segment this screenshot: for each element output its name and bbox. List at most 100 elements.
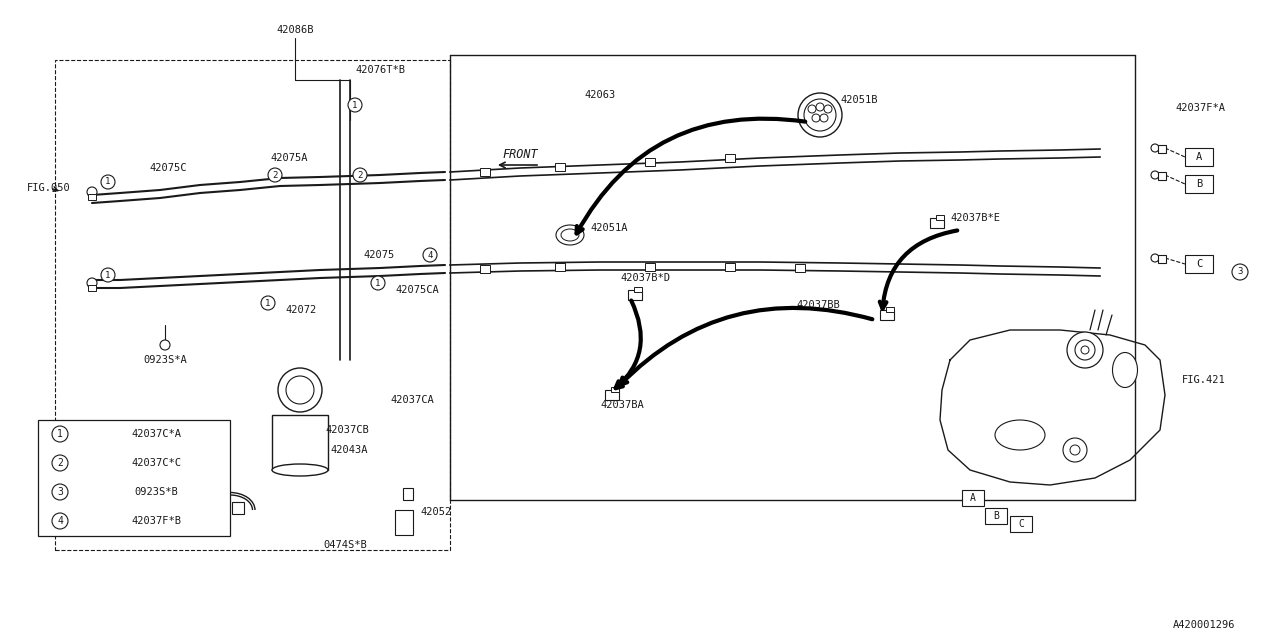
Bar bbox=[215, 502, 227, 514]
Text: A: A bbox=[1196, 152, 1202, 162]
Text: C: C bbox=[1018, 519, 1024, 529]
Text: 3: 3 bbox=[1238, 268, 1243, 276]
Text: 0923S*B: 0923S*B bbox=[134, 487, 178, 497]
Circle shape bbox=[160, 340, 170, 350]
Bar bbox=[795, 264, 805, 272]
Text: 2: 2 bbox=[357, 170, 362, 179]
Text: FIG.050: FIG.050 bbox=[27, 183, 70, 193]
Bar bbox=[1158, 145, 1166, 153]
Circle shape bbox=[1151, 144, 1158, 152]
Bar bbox=[986, 508, 1007, 524]
Circle shape bbox=[812, 114, 820, 122]
Bar bbox=[886, 307, 893, 312]
Text: 1: 1 bbox=[105, 177, 110, 186]
Text: 42051B: 42051B bbox=[840, 95, 878, 105]
Text: 2: 2 bbox=[273, 170, 278, 179]
Bar bbox=[273, 415, 328, 470]
Circle shape bbox=[285, 376, 314, 404]
Circle shape bbox=[353, 168, 367, 182]
Bar bbox=[556, 263, 564, 271]
Bar bbox=[480, 265, 490, 273]
Circle shape bbox=[804, 99, 836, 131]
Bar bbox=[963, 490, 984, 506]
Circle shape bbox=[52, 426, 68, 442]
Text: B: B bbox=[993, 511, 998, 521]
Circle shape bbox=[87, 278, 97, 288]
Ellipse shape bbox=[1112, 353, 1138, 387]
Bar bbox=[628, 290, 643, 300]
Text: 42072: 42072 bbox=[285, 305, 316, 315]
Text: 42076T*B: 42076T*B bbox=[355, 65, 404, 75]
Text: FRONT: FRONT bbox=[502, 148, 538, 161]
Text: 1: 1 bbox=[105, 271, 110, 280]
Circle shape bbox=[1151, 254, 1158, 262]
Text: 42037F*A: 42037F*A bbox=[1175, 103, 1225, 113]
Text: 4: 4 bbox=[58, 516, 63, 526]
Bar bbox=[88, 194, 96, 200]
Circle shape bbox=[1151, 171, 1158, 179]
Ellipse shape bbox=[273, 464, 328, 476]
Text: B: B bbox=[1196, 179, 1202, 189]
Bar bbox=[88, 285, 96, 291]
Bar bbox=[936, 215, 945, 220]
Circle shape bbox=[1075, 340, 1094, 360]
Text: 42037C*A: 42037C*A bbox=[131, 429, 180, 439]
Circle shape bbox=[824, 105, 832, 113]
Bar bbox=[1158, 255, 1166, 263]
Text: 42075A: 42075A bbox=[270, 153, 307, 163]
Circle shape bbox=[268, 168, 282, 182]
Text: 0923S*A: 0923S*A bbox=[143, 355, 187, 365]
Bar bbox=[724, 154, 735, 162]
Ellipse shape bbox=[556, 225, 584, 245]
Text: 2: 2 bbox=[58, 458, 63, 468]
Text: 42075CA: 42075CA bbox=[396, 285, 439, 295]
Bar bbox=[403, 488, 413, 500]
Circle shape bbox=[348, 98, 362, 112]
Text: 42037F*B: 42037F*B bbox=[131, 516, 180, 526]
Circle shape bbox=[261, 296, 275, 310]
Bar bbox=[611, 387, 620, 392]
Circle shape bbox=[1062, 438, 1087, 462]
Text: 1: 1 bbox=[375, 278, 380, 287]
Bar bbox=[480, 168, 490, 176]
Text: 4: 4 bbox=[428, 250, 433, 259]
Circle shape bbox=[1070, 445, 1080, 455]
Circle shape bbox=[371, 276, 385, 290]
Circle shape bbox=[1068, 332, 1103, 368]
Bar bbox=[1185, 175, 1213, 193]
Text: 42037BA: 42037BA bbox=[600, 400, 644, 410]
Circle shape bbox=[1231, 264, 1248, 280]
Ellipse shape bbox=[995, 420, 1044, 450]
Text: 42037C*C: 42037C*C bbox=[131, 458, 180, 468]
Bar bbox=[38, 420, 230, 536]
Text: A420001296: A420001296 bbox=[1172, 620, 1235, 630]
Circle shape bbox=[52, 484, 68, 500]
Circle shape bbox=[87, 187, 97, 197]
Text: 42037BB: 42037BB bbox=[796, 300, 840, 310]
Text: A: A bbox=[970, 493, 975, 503]
Bar bbox=[1185, 255, 1213, 273]
Text: 42041: 42041 bbox=[143, 505, 175, 515]
Text: 42086B: 42086B bbox=[276, 25, 314, 35]
Text: 42075C: 42075C bbox=[150, 163, 187, 173]
Bar bbox=[232, 502, 244, 514]
Circle shape bbox=[278, 368, 323, 412]
Circle shape bbox=[797, 93, 842, 137]
Ellipse shape bbox=[561, 229, 579, 241]
Text: 42052: 42052 bbox=[420, 507, 452, 517]
Circle shape bbox=[422, 248, 436, 262]
Text: 42063: 42063 bbox=[585, 90, 616, 100]
Text: 0474S*B: 0474S*B bbox=[323, 540, 367, 550]
Text: 42037CB: 42037CB bbox=[325, 425, 369, 435]
Text: 1: 1 bbox=[265, 298, 270, 307]
Text: 42043A: 42043A bbox=[330, 445, 367, 455]
Circle shape bbox=[820, 114, 828, 122]
Bar bbox=[396, 510, 413, 535]
Bar bbox=[1158, 172, 1166, 180]
Text: 42037CA: 42037CA bbox=[390, 395, 434, 405]
Text: 42037B*D: 42037B*D bbox=[620, 273, 669, 283]
Text: 42037B*E: 42037B*E bbox=[950, 213, 1000, 223]
Bar bbox=[1010, 516, 1032, 532]
Bar bbox=[605, 390, 620, 400]
Bar bbox=[645, 263, 655, 271]
